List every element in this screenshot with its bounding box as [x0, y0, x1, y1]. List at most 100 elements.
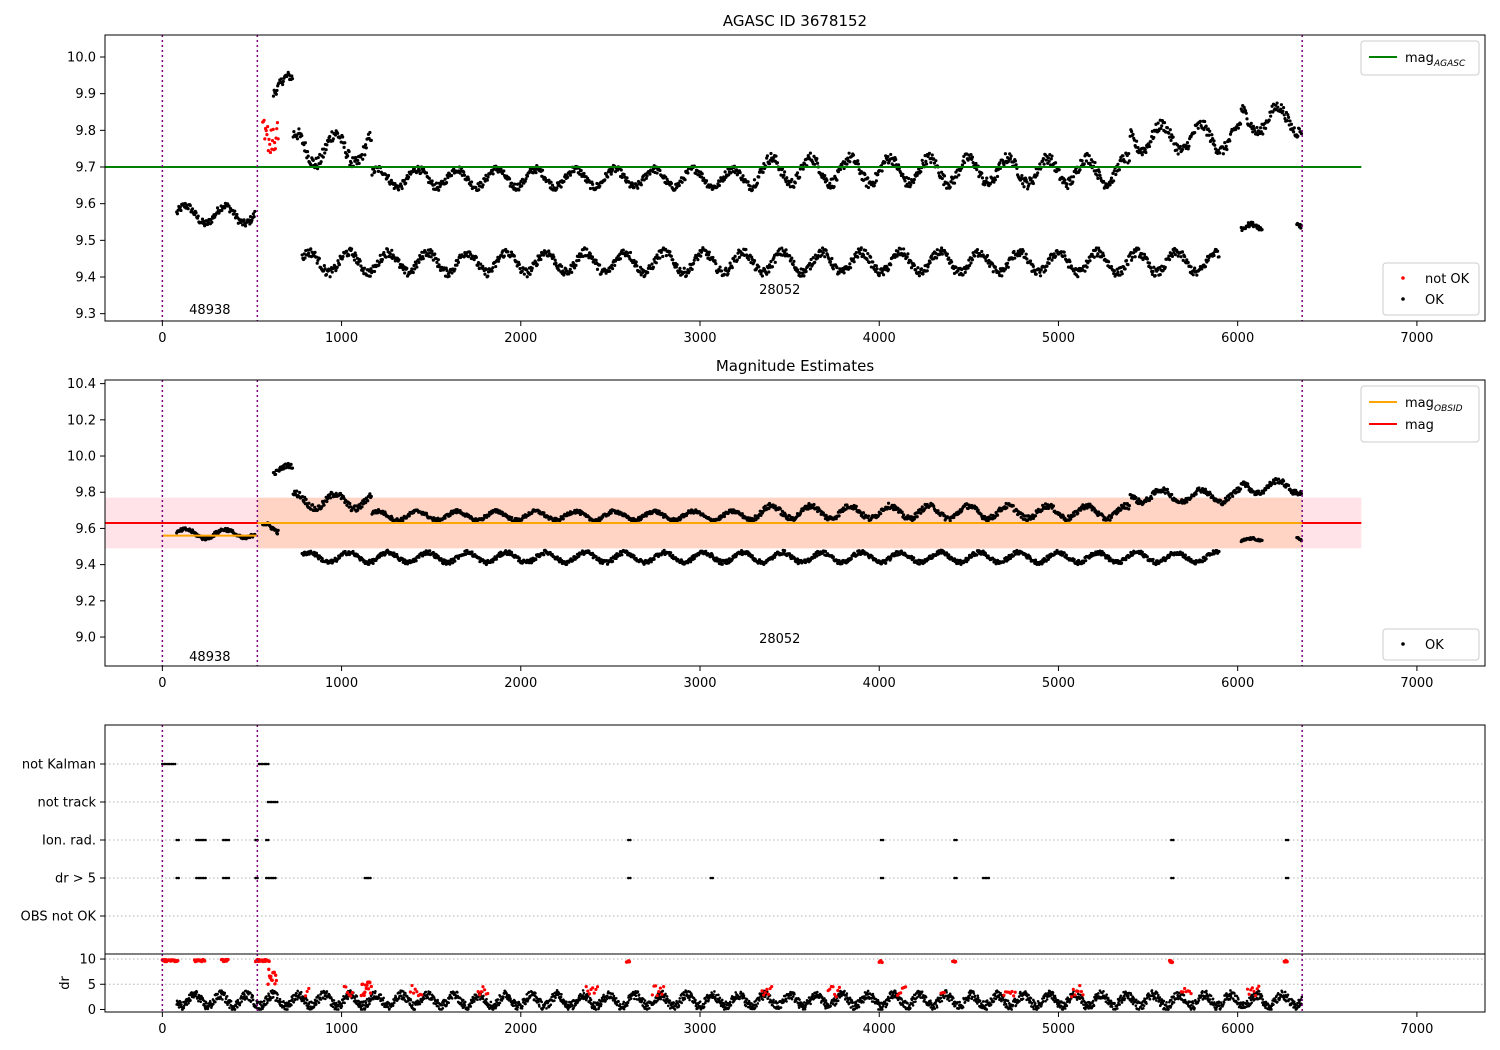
ok-point — [486, 175, 490, 179]
ok-point — [484, 267, 488, 272]
ok-point — [520, 269, 524, 273]
ok-point — [1178, 144, 1182, 149]
ok-point — [655, 171, 659, 175]
ok-point — [984, 259, 988, 263]
ok-point — [494, 264, 498, 269]
ok-point — [730, 265, 734, 270]
ok-point — [341, 254, 345, 259]
ok-point — [874, 179, 878, 183]
ok-point — [1163, 265, 1167, 269]
ok-point — [322, 264, 326, 268]
ok-point — [785, 176, 789, 180]
ok-point — [1251, 124, 1256, 128]
ok-point — [529, 269, 534, 273]
ok-point — [1005, 155, 1010, 160]
ok-point — [524, 177, 528, 181]
ok-point — [830, 256, 834, 261]
ok-point — [1065, 182, 1069, 186]
ok-point — [1116, 270, 1120, 274]
ok-point — [542, 253, 546, 257]
ok-point — [481, 183, 485, 187]
ok-point — [528, 272, 532, 277]
ok-point — [928, 260, 932, 265]
ok-point — [517, 556, 521, 560]
ok-point — [369, 267, 373, 271]
ok-point — [937, 171, 941, 175]
ok-point — [669, 181, 674, 185]
ok-point — [886, 154, 890, 159]
ok-point — [847, 151, 851, 155]
ok-point — [1244, 111, 1248, 115]
ok-point — [550, 183, 555, 187]
ok-point — [1033, 514, 1038, 518]
ok-point — [644, 176, 648, 181]
ok-point — [1267, 118, 1271, 122]
obsid-label: 28052 — [759, 283, 800, 298]
ok-point — [335, 265, 339, 269]
ok-point — [1279, 107, 1283, 111]
ok-point — [354, 253, 358, 257]
ok-point — [917, 167, 921, 171]
ok-point — [823, 174, 827, 178]
ok-point — [417, 260, 421, 265]
ok-point — [1163, 491, 1167, 495]
ok-point — [1131, 132, 1135, 136]
ok-point — [518, 266, 522, 271]
ok-point — [271, 94, 276, 98]
ok-point — [603, 178, 607, 182]
ok-point — [1053, 161, 1058, 165]
ok-point — [775, 161, 780, 165]
ok-point — [985, 176, 989, 180]
ok-point — [311, 158, 315, 162]
ok-point — [993, 178, 997, 182]
ok-point — [1013, 256, 1017, 260]
ok-point — [534, 557, 538, 562]
ok-point — [250, 218, 254, 222]
ok-point — [722, 272, 726, 276]
ok-point — [1109, 264, 1114, 269]
ok-point — [470, 550, 474, 554]
ok-point — [439, 183, 443, 187]
ok-point — [879, 512, 883, 516]
ok-point — [1180, 250, 1185, 254]
ok-point — [791, 263, 795, 267]
ok-point — [632, 185, 636, 190]
ok-point — [854, 504, 858, 508]
ok-point — [932, 504, 936, 508]
ok-point — [678, 266, 682, 270]
ok-point — [1160, 124, 1164, 128]
ok-point — [306, 154, 310, 158]
ok-point — [1245, 117, 1249, 121]
ok-point — [1158, 272, 1162, 277]
ok-point — [477, 188, 481, 192]
ok-point — [1142, 252, 1147, 256]
ok-point — [1167, 131, 1171, 135]
ok-point — [1169, 138, 1173, 142]
ok-point — [1225, 147, 1229, 152]
ok-point — [1130, 255, 1134, 259]
ok-point — [963, 270, 967, 274]
ok-point — [380, 257, 385, 262]
ok-point — [450, 271, 454, 275]
ok-point — [1283, 116, 1287, 121]
ok-point — [1299, 491, 1304, 496]
legend-dot-swatch — [1401, 297, 1405, 301]
ok-point — [414, 262, 418, 266]
ok-point — [1021, 182, 1025, 186]
ok-point — [347, 149, 351, 154]
ok-point — [366, 499, 370, 503]
ok-point — [658, 256, 662, 260]
ok-point — [854, 250, 858, 255]
ok-point — [1126, 263, 1130, 267]
ok-point — [859, 246, 863, 250]
y-tick-label: 9.3 — [75, 307, 96, 322]
ok-point — [390, 248, 394, 252]
ok-point — [1143, 148, 1147, 152]
ok-point — [869, 255, 873, 259]
ok-point — [400, 186, 404, 191]
ok-point — [917, 274, 921, 278]
ok-point — [825, 178, 829, 182]
ok-point — [1121, 154, 1125, 158]
